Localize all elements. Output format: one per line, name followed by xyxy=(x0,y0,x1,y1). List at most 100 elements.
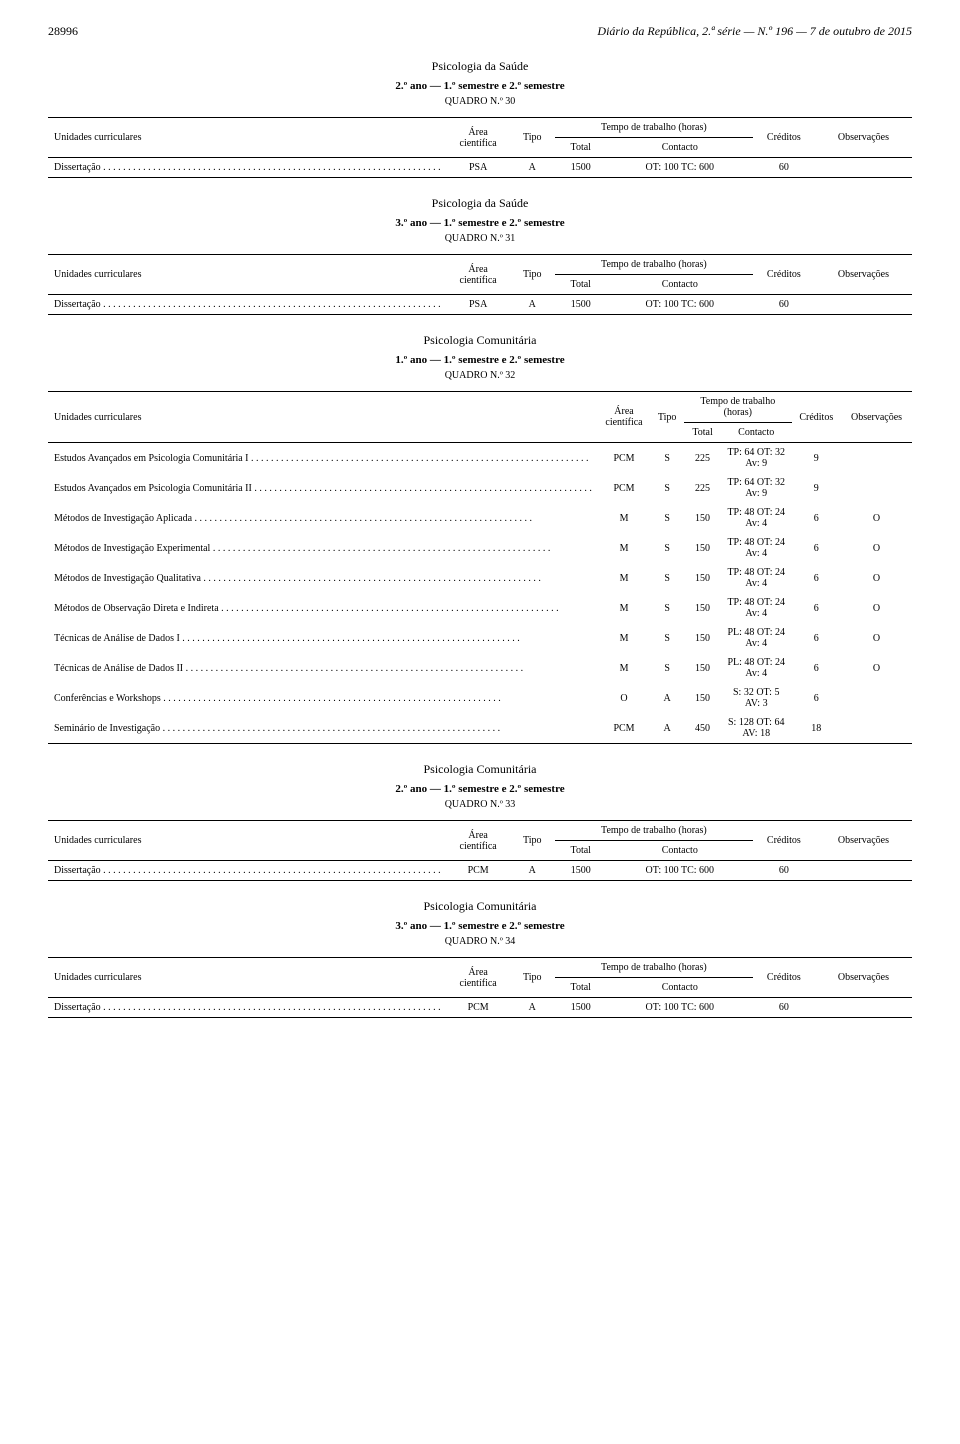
section-subtitle: 1.º ano — 1.º semestre e 2.º semestre xyxy=(48,354,912,366)
cell-unidade: Dissertação xyxy=(48,295,447,315)
th-area: Área científica xyxy=(447,255,510,295)
table-row: Métodos de Observação Direta e IndiretaM… xyxy=(48,593,912,623)
th-contacto: Contacto xyxy=(607,138,753,158)
th-tipo: Tipo xyxy=(510,118,555,158)
th-total: Total xyxy=(555,275,607,295)
th-obs: Observações xyxy=(815,118,912,158)
cell-area: M xyxy=(598,563,650,593)
cell-contacto: PL: 48 OT: 24 Av: 4 xyxy=(721,653,792,683)
th-creditos: Créditos xyxy=(753,118,815,158)
table-row: Seminário de InvestigaçãoPCMA450S: 128 O… xyxy=(48,713,912,744)
cell-contacto: TP: 48 OT: 24 Av: 4 xyxy=(721,563,792,593)
cell-total: 225 xyxy=(684,473,721,503)
cell-creditos: 6 xyxy=(792,593,842,623)
cell-area: PSA xyxy=(447,295,510,315)
cell-contacto: OT: 100 TC: 600 xyxy=(607,998,753,1018)
th-area: Área científica xyxy=(447,118,510,158)
section-title: Psicologia da Saúde xyxy=(48,196,912,211)
cell-unidade: Estudos Avançados em Psicologia Comunitá… xyxy=(48,443,598,474)
table-row: DissertaçãoPCMA1500OT: 100 TC: 60060 xyxy=(48,998,912,1018)
cell-contacto: TP: 48 OT: 24 Av: 4 xyxy=(721,593,792,623)
cell-tipo: S xyxy=(650,443,684,474)
curriculum-table: Unidades curricularesÁrea científicaTipo… xyxy=(48,957,912,1018)
page-header: 28996 Diário da República, 2.ª série — N… xyxy=(48,24,912,39)
th-creditos: Créditos xyxy=(753,958,815,998)
th-tempo: Tempo de trabalho (horas) xyxy=(555,958,753,978)
cell-tipo: A xyxy=(510,861,555,881)
cell-total: 150 xyxy=(684,593,721,623)
page-number: 28996 xyxy=(48,24,78,39)
cell-area: M xyxy=(598,533,650,563)
table-row: Técnicas de Análise de Dados IMS150PL: 4… xyxy=(48,623,912,653)
cell-obs: O xyxy=(841,563,912,593)
th-tempo: Tempo de trabalho (horas) xyxy=(555,255,753,275)
quadro-label: QUADRO N.º 30 xyxy=(48,96,912,107)
quadro-label: QUADRO N.º 33 xyxy=(48,799,912,810)
cell-tipo: A xyxy=(650,683,684,713)
cell-area: PCM xyxy=(447,998,510,1018)
section: Psicologia Comunitária 1.º ano — 1.º seme… xyxy=(48,333,912,744)
cell-obs: O xyxy=(841,623,912,653)
th-total: Total xyxy=(555,138,607,158)
cell-area: PSA xyxy=(447,158,510,178)
cell-tipo: A xyxy=(510,998,555,1018)
th-tipo: Tipo xyxy=(510,821,555,861)
cell-contacto: S: 128 OT: 64 AV: 18 xyxy=(721,713,792,744)
cell-contacto: S: 32 OT: 5 AV: 3 xyxy=(721,683,792,713)
table-row: Métodos de Investigação QualitativaMS150… xyxy=(48,563,912,593)
cell-total: 450 xyxy=(684,713,721,744)
th-contacto: Contacto xyxy=(607,978,753,998)
cell-creditos: 6 xyxy=(792,503,842,533)
cell-area: PCM xyxy=(598,443,650,474)
publication-title: Diário da República, 2.ª série — N.º 196… xyxy=(597,24,912,39)
cell-area: M xyxy=(598,503,650,533)
th-contacto: Contacto xyxy=(721,423,792,443)
cell-total: 1500 xyxy=(555,295,607,315)
cell-tipo: S xyxy=(650,563,684,593)
th-contacto: Contacto xyxy=(607,275,753,295)
th-obs: Observações xyxy=(815,821,912,861)
curriculum-table: Unidades curricularesÁrea científicaTipo… xyxy=(48,117,912,178)
cell-obs xyxy=(815,295,912,315)
cell-contacto: TP: 64 OT: 32 Av: 9 xyxy=(721,473,792,503)
cell-total: 150 xyxy=(684,683,721,713)
cell-area: O xyxy=(598,683,650,713)
cell-tipo: S xyxy=(650,593,684,623)
cell-creditos: 9 xyxy=(792,473,842,503)
cell-total: 150 xyxy=(684,503,721,533)
section-subtitle: 2.º ano — 1.º semestre e 2.º semestre xyxy=(48,80,912,92)
th-tipo: Tipo xyxy=(650,392,684,443)
cell-unidade: Dissertação xyxy=(48,998,447,1018)
th-unidades: Unidades curriculares xyxy=(48,118,447,158)
section-title: Psicologia Comunitária xyxy=(48,333,912,348)
cell-total: 150 xyxy=(684,563,721,593)
th-area: Área científica xyxy=(447,821,510,861)
th-unidades: Unidades curriculares xyxy=(48,821,447,861)
curriculum-table: Unidades curricularesÁrea científicaTipo… xyxy=(48,391,912,744)
cell-area: PCM xyxy=(598,713,650,744)
table-row: Técnicas de Análise de Dados IIMS150PL: … xyxy=(48,653,912,683)
sections-container: Psicologia da Saúde 2.º ano — 1.º semestr… xyxy=(48,59,912,1018)
cell-area: M xyxy=(598,593,650,623)
cell-tipo: A xyxy=(510,295,555,315)
cell-obs xyxy=(815,158,912,178)
cell-unidade: Conferências e Workshops xyxy=(48,683,598,713)
cell-total: 150 xyxy=(684,533,721,563)
cell-total: 225 xyxy=(684,443,721,474)
section-title: Psicologia da Saúde xyxy=(48,59,912,74)
cell-obs: O xyxy=(841,593,912,623)
quadro-label: QUADRO N.º 32 xyxy=(48,370,912,381)
section: Psicologia da Saúde 2.º ano — 1.º semestr… xyxy=(48,59,912,178)
cell-obs xyxy=(841,683,912,713)
th-unidades: Unidades curriculares xyxy=(48,392,598,443)
table-row: Estudos Avançados em Psicologia Comunitá… xyxy=(48,443,912,474)
cell-creditos: 6 xyxy=(792,563,842,593)
cell-creditos: 6 xyxy=(792,683,842,713)
cell-area: M xyxy=(598,653,650,683)
cell-creditos: 60 xyxy=(753,295,815,315)
th-total: Total xyxy=(684,423,721,443)
cell-creditos: 9 xyxy=(792,443,842,474)
cell-area: M xyxy=(598,623,650,653)
cell-unidade: Seminário de Investigação xyxy=(48,713,598,744)
th-area: Área científica xyxy=(598,392,650,443)
